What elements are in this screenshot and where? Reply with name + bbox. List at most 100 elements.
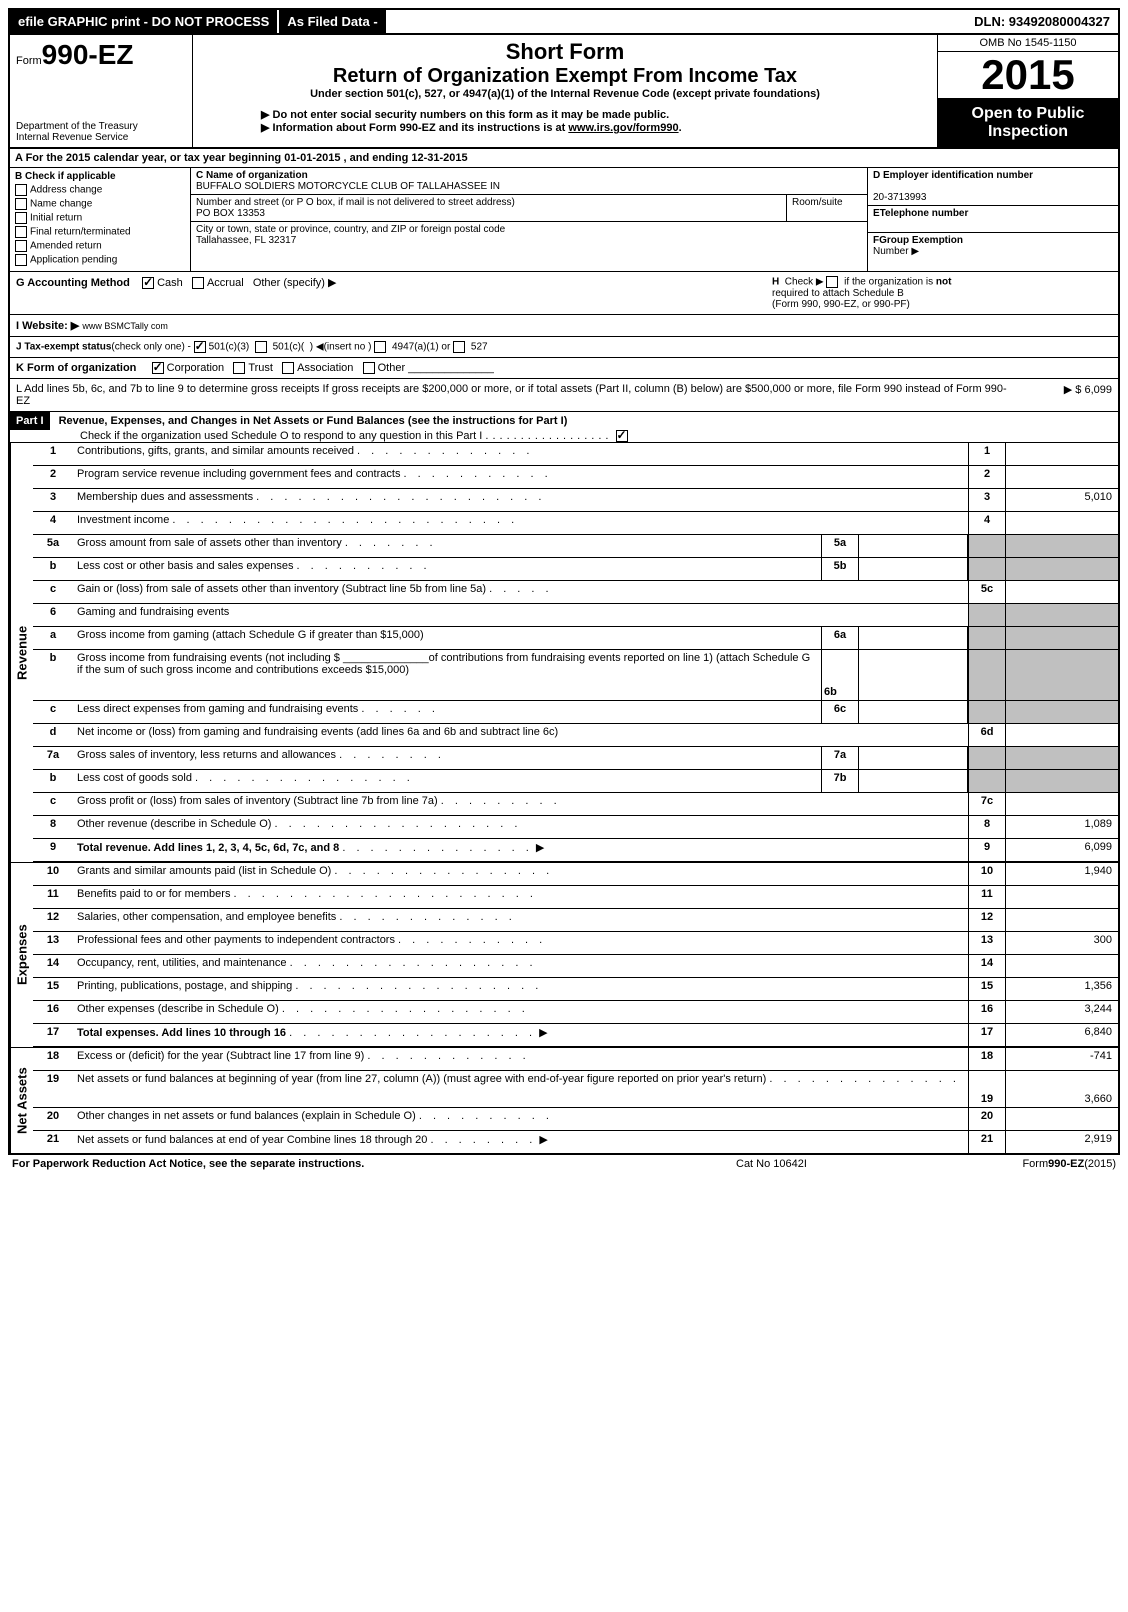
section-l: L Add lines 5b, 6c, and 7b to line 9 to …	[10, 379, 1118, 412]
l5b-mnum: 5b	[821, 558, 859, 580]
section-a: A For the 2015 calendar year, or tax yea…	[10, 149, 1118, 168]
l5b-desc: Less cost or other basis and sales expen…	[73, 558, 821, 580]
checkbox-other-org[interactable]	[363, 362, 375, 374]
l6b-mnum: 6b	[821, 650, 859, 700]
l5a-rnum	[968, 535, 1005, 557]
checkbox-501c[interactable]	[255, 341, 267, 353]
l6b-rnum	[968, 650, 1005, 700]
l20-desc: Other changes in net assets or fund bala…	[73, 1108, 968, 1130]
l5b-rnum	[968, 558, 1005, 580]
l15-rval: 1,356	[1005, 978, 1118, 1000]
checkbox-initial[interactable]	[15, 212, 27, 224]
line-6b: b Gross income from fundraising events (…	[33, 650, 1118, 701]
e-label: ETelephone number	[873, 208, 968, 219]
l9-rnum: 9	[968, 839, 1005, 861]
l17-desc: Total expenses. Add lines 10 through 16 …	[73, 1024, 968, 1046]
phone-cell: ETelephone number	[868, 206, 1118, 233]
l18-rnum: 18	[968, 1048, 1005, 1070]
netassets-body: 18 Excess or (deficit) for the year (Sub…	[33, 1048, 1118, 1153]
line-19: 19 Net assets or fund balances at beginn…	[33, 1071, 1118, 1108]
l21-desc: Net assets or fund balances at end of ye…	[73, 1131, 968, 1153]
expenses-section: Expenses 10 Grants and similar amounts p…	[10, 862, 1118, 1047]
section-bcd-row: B Check if applicable Address change Nam…	[10, 168, 1118, 272]
l15-desc: Printing, publications, postage, and shi…	[73, 978, 968, 1000]
l13-rnum: 13	[968, 932, 1005, 954]
netassets-side-label: Net Assets	[10, 1048, 33, 1153]
l4-desc: Investment income . . . . . . . . . . . …	[73, 512, 968, 534]
l13-desc: Professional fees and other payments to …	[73, 932, 968, 954]
checkbox-name[interactable]	[15, 198, 27, 210]
l14-rnum: 14	[968, 955, 1005, 977]
irs-link[interactable]: www.irs.gov/form990	[568, 122, 678, 134]
cb-label-name: Name change	[30, 199, 92, 210]
l7a-desc: Gross sales of inventory, less returns a…	[73, 747, 821, 769]
l6c-mval	[859, 701, 968, 723]
section-j: J Tax-exempt status(check only one) - 50…	[10, 337, 1118, 358]
ein-value: 20-3713993	[873, 192, 926, 203]
f-label: FGroup Exemption	[873, 235, 963, 246]
l21-rval: 2,919	[1005, 1131, 1118, 1153]
l16-num: 16	[33, 1001, 73, 1023]
l21-num: 21	[33, 1131, 73, 1153]
netassets-section: Net Assets 18 Excess or (deficit) for th…	[10, 1047, 1118, 1153]
checkbox-scheduleb[interactable]	[826, 276, 838, 288]
line-7c: c Gross profit or (loss) from sales of i…	[33, 793, 1118, 816]
l7b-rval	[1005, 770, 1118, 792]
l5c-desc: Gain or (loss) from sale of assets other…	[73, 581, 968, 603]
section-i: I Website: ▶ www BSMCTally com	[10, 315, 1118, 337]
l21-rnum: 21	[968, 1131, 1005, 1153]
l5a-rval	[1005, 535, 1118, 557]
d-label: D Employer identification number	[873, 170, 1033, 181]
l6c-desc: Less direct expenses from gaming and fun…	[73, 701, 821, 723]
line-6c: c Less direct expenses from gaming and f…	[33, 701, 1118, 724]
l20-num: 20	[33, 1108, 73, 1130]
line-18: 18 Excess or (deficit) for the year (Sub…	[33, 1048, 1118, 1071]
checkbox-trust[interactable]	[233, 362, 245, 374]
bullet-ssn: ▶ Do not enter social security numbers o…	[261, 108, 929, 121]
checkbox-amended[interactable]	[15, 240, 27, 252]
l17-num: 17	[33, 1024, 73, 1046]
l5b-mval	[859, 558, 968, 580]
l13-num: 13	[33, 932, 73, 954]
part1-badge: Part I	[10, 412, 50, 430]
ein-cell: D Employer identification number 20-3713…	[868, 168, 1118, 206]
checkbox-pending[interactable]	[15, 254, 27, 266]
checkbox-501c3[interactable]	[194, 341, 206, 353]
l6a-mval	[859, 627, 968, 649]
l7c-desc: Gross profit or (loss) from sales of inv…	[73, 793, 968, 815]
checkbox-527[interactable]	[453, 341, 465, 353]
i-label: I Website: ▶	[16, 320, 79, 332]
city-value: Tallahassee, FL 32317	[196, 235, 296, 246]
l12-desc: Salaries, other compensation, and employ…	[73, 909, 968, 931]
checkbox-assoc[interactable]	[282, 362, 294, 374]
l8-desc: Other revenue (describe in Schedule O) .…	[73, 816, 968, 838]
checkbox-cash[interactable]	[142, 277, 154, 289]
line-20: 20 Other changes in net assets or fund b…	[33, 1108, 1118, 1131]
l6b-mval	[859, 650, 968, 700]
checkbox-schedo[interactable]	[616, 430, 628, 442]
l6d-desc: Net income or (loss) from gaming and fun…	[73, 724, 968, 746]
checkbox-final[interactable]	[15, 226, 27, 238]
l-amount: ▶ $ 6,099	[1012, 383, 1112, 407]
l6a-num: a	[33, 627, 73, 649]
line-21: 21 Net assets or fund balances at end of…	[33, 1131, 1118, 1153]
checkbox-4947[interactable]	[374, 341, 386, 353]
l7b-rnum	[968, 770, 1005, 792]
line-16: 16 Other expenses (describe in Schedule …	[33, 1001, 1118, 1024]
cb-label-amended: Amended return	[30, 241, 102, 252]
l12-rnum: 12	[968, 909, 1005, 931]
line-13: 13 Professional fees and other payments …	[33, 932, 1118, 955]
checkbox-address[interactable]	[15, 184, 27, 196]
l5a-mnum: 5a	[821, 535, 859, 557]
open-public-1: Open to Public	[940, 105, 1116, 123]
footer: For Paperwork Reduction Act Notice, see …	[8, 1155, 1120, 1173]
l5c-rnum: 5c	[968, 581, 1005, 603]
footer-mid: Cat No 10642I	[736, 1158, 936, 1170]
checkbox-corp[interactable]	[152, 362, 164, 374]
line-7a: 7a Gross sales of inventory, less return…	[33, 747, 1118, 770]
l7b-desc: Less cost of goods sold . . . . . . . . …	[73, 770, 821, 792]
l5b-rval	[1005, 558, 1118, 580]
bullet-info: ▶ Information about Form 990-EZ and its …	[261, 121, 929, 134]
l11-desc: Benefits paid to or for members . . . . …	[73, 886, 968, 908]
checkbox-accrual[interactable]	[192, 277, 204, 289]
